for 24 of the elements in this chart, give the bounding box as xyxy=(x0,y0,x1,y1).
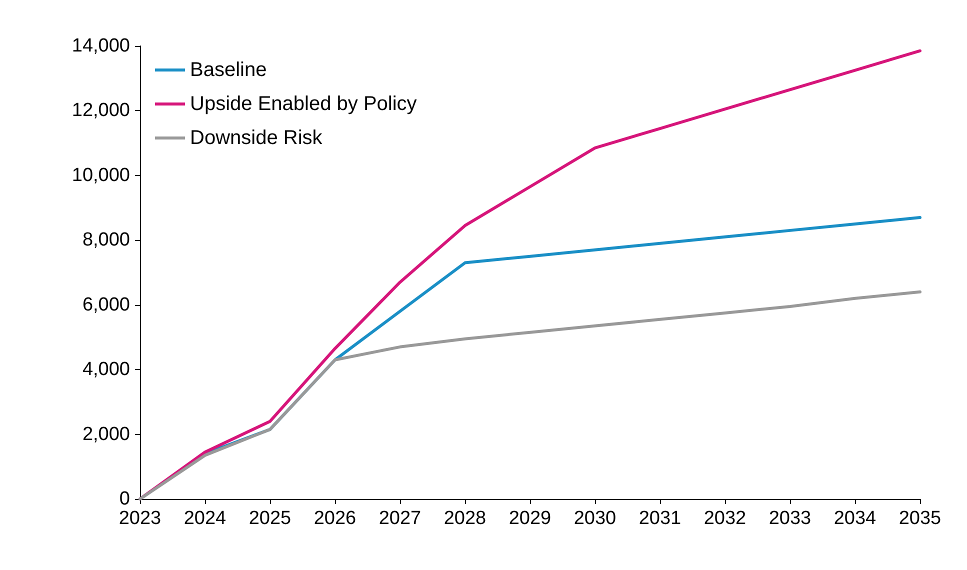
x-tick-label: 2030 xyxy=(574,508,616,529)
x-tick-label: 2026 xyxy=(314,508,356,529)
x-tick-label: 2029 xyxy=(508,508,552,529)
y-tick-label: 14,000 xyxy=(72,36,130,56)
x-tick-label: 2031 xyxy=(638,508,682,529)
y-tick-label: 0 xyxy=(119,488,130,510)
x-tick-label: 2033 xyxy=(768,508,812,529)
y-tick-label: 12,000 xyxy=(72,100,130,122)
x-tick-label: 2023 xyxy=(118,508,162,529)
y-tick-label: 4,000 xyxy=(82,359,130,380)
x-tick-label: 2035 xyxy=(898,508,942,529)
x-tick-label: 2027 xyxy=(378,508,422,529)
legend-label: Downside Risk xyxy=(190,127,324,149)
x-tick-label: 2034 xyxy=(834,508,877,529)
x-tick-label: 2032 xyxy=(704,508,746,529)
y-tick-label: 10,000 xyxy=(72,164,130,186)
x-tick-label: 2028 xyxy=(444,508,486,529)
legend-label: Upside Enabled by Policy xyxy=(190,93,417,115)
x-tick-label: 2024 xyxy=(184,508,227,529)
y-tick-label: 8,000 xyxy=(82,230,130,251)
y-tick-label: 2,000 xyxy=(82,424,130,445)
legend-label: Baseline xyxy=(190,59,267,81)
y-tick-label: 6,000 xyxy=(82,294,130,316)
x-tick-label: 2025 xyxy=(248,508,292,529)
